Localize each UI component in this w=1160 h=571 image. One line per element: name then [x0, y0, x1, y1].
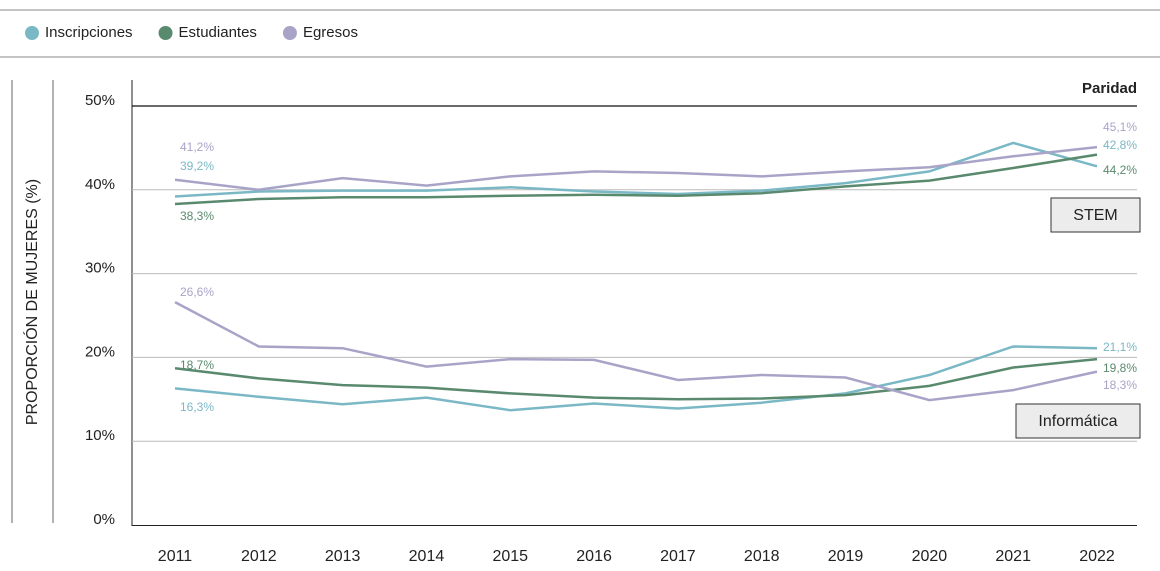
x-tick-label: 2022	[1079, 548, 1115, 565]
x-tick-label: 2019	[828, 548, 864, 565]
value-label: 42,8%	[1103, 138, 1137, 152]
series-line	[174, 141, 1098, 198]
x-tick-label: 2014	[409, 548, 445, 565]
series-line	[174, 153, 1098, 206]
group-label: STEM	[1073, 207, 1117, 224]
series-line	[174, 345, 1098, 412]
value-label: 44,2%	[1103, 163, 1137, 177]
x-tick-label: 2021	[995, 548, 1031, 565]
x-tick-label: 2011	[158, 548, 193, 565]
annotation: Paridad	[1082, 80, 1137, 97]
series-line	[174, 300, 1098, 402]
y-tick-label: 40%	[85, 176, 115, 193]
plot: 0% 10% 20% 30% 40% 50% 2011 2012 2013 2014 2015 201…	[85, 92, 1141, 565]
y-tick-label: 0%	[93, 511, 115, 528]
value-label: 16,3%	[180, 400, 214, 414]
value-label: 39,2%	[180, 159, 214, 173]
value-label: 38,3%	[180, 209, 214, 223]
y-tick-label: 20%	[85, 343, 115, 360]
y-tick-label: 50%	[85, 92, 115, 109]
value-label: 18,7%	[180, 358, 214, 372]
legend-swatch	[25, 26, 39, 40]
value-label: 45,1%	[1103, 120, 1137, 134]
legend-label: Egresos	[303, 24, 358, 41]
legend: Inscripciones Estudiantes Egresos	[25, 24, 358, 41]
value-label: 26,6%	[180, 285, 214, 299]
legend-swatch	[282, 26, 297, 40]
series-line	[174, 357, 1098, 401]
group-label: Informática	[1038, 413, 1117, 430]
x-tick-label: 2018	[744, 548, 780, 565]
y-axis-label: PROPORCIÓN DE MUJERES (%)	[22, 179, 41, 425]
legend-swatch	[158, 26, 173, 40]
x-tick-label: 2017	[660, 548, 696, 565]
y-tick-label: 30%	[85, 260, 115, 277]
legend-label: Inscripciones	[45, 24, 133, 41]
value-label: 19,8%	[1103, 361, 1137, 375]
x-tick-label: 2020	[912, 548, 948, 565]
x-tick-label: 2013	[325, 548, 361, 565]
group-box	[1050, 197, 1141, 233]
series-line	[174, 145, 1098, 192]
x-tick-label: 2016	[576, 548, 612, 565]
group-box	[1015, 403, 1141, 439]
x-tick-label: 2012	[241, 548, 277, 565]
x-tick-label: 2015	[492, 548, 528, 565]
value-label: 21,1%	[1103, 340, 1137, 354]
value-label: 18,3%	[1103, 378, 1137, 392]
y-tick-label: 10%	[85, 427, 115, 444]
legend-label: Estudiantes	[179, 24, 257, 41]
value-label: 41,2%	[180, 140, 214, 154]
